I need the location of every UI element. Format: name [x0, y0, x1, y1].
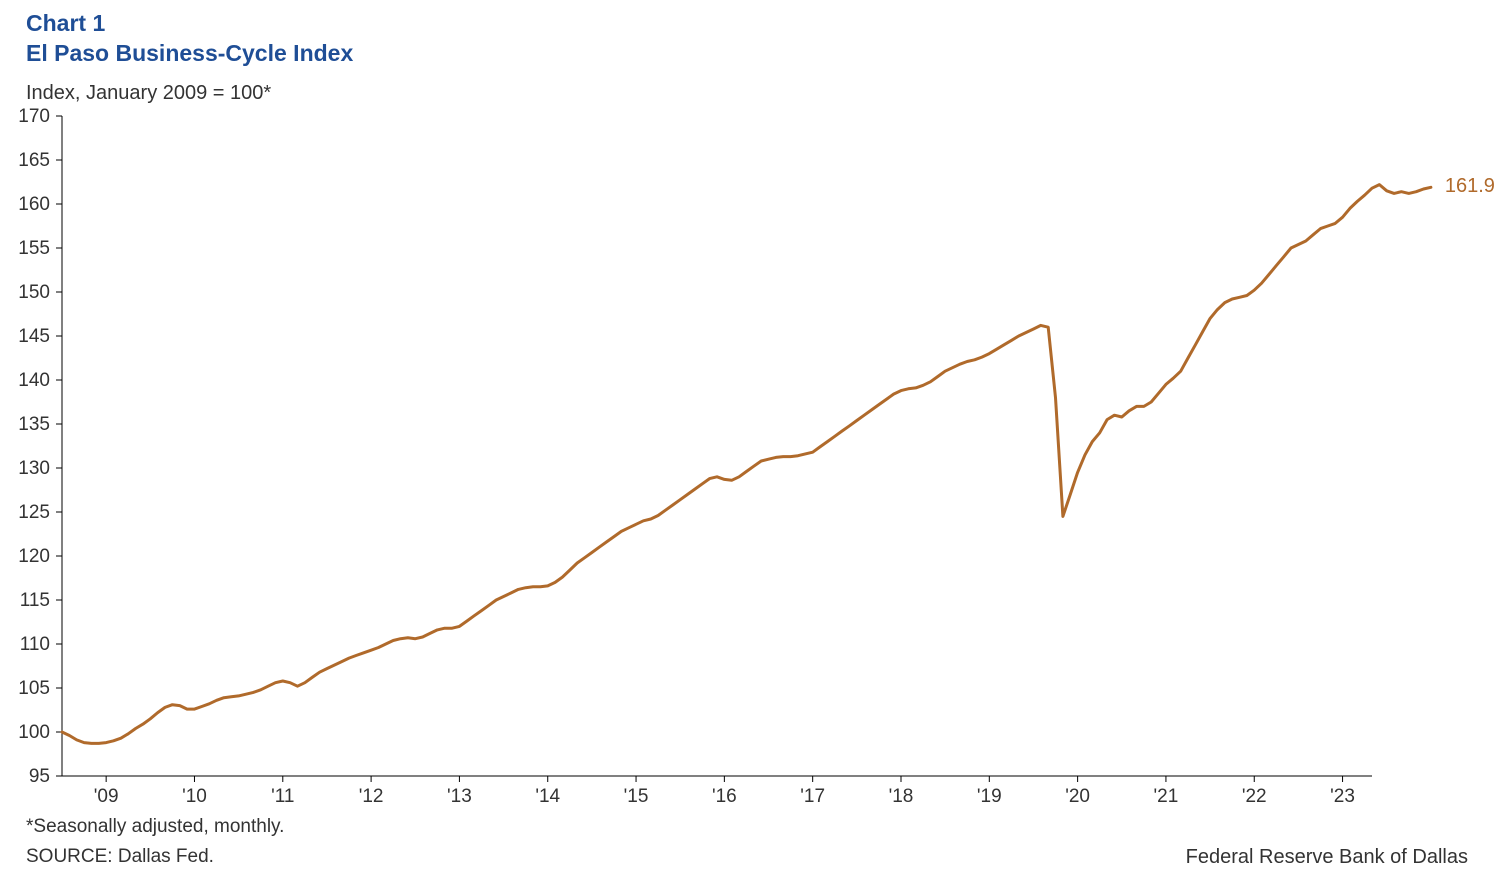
svg-text:100: 100: [18, 722, 50, 743]
svg-text:155: 155: [18, 238, 50, 259]
svg-text:'09: '09: [94, 786, 119, 807]
svg-text:'13: '13: [447, 786, 472, 807]
svg-text:110: 110: [20, 634, 50, 655]
svg-text:'16: '16: [712, 786, 737, 807]
svg-text:'17: '17: [800, 786, 825, 807]
svg-text:145: 145: [18, 326, 50, 347]
svg-text:135: 135: [18, 414, 50, 435]
svg-text:160: 160: [18, 194, 50, 215]
svg-text:165: 165: [18, 150, 50, 171]
attribution: Federal Reserve Bank of Dallas: [1186, 846, 1468, 869]
svg-text:130: 130: [18, 458, 50, 479]
svg-text:'20: '20: [1065, 786, 1090, 807]
svg-text:'23: '23: [1330, 786, 1355, 807]
svg-text:'15: '15: [624, 786, 649, 807]
x-axis-ticks: '09 '10 '11 '12 '13 '14 '15 '16 '17 '18 '19 '20 '21 '…: [94, 776, 1355, 807]
end-value-label: 161.9: [1445, 175, 1494, 198]
svg-text:140: 140: [18, 370, 50, 391]
svg-text:115: 115: [20, 590, 50, 611]
chart-container: Chart 1 El Paso Business-Cycle Index Ind…: [0, 0, 1494, 882]
y-axis-ticks: 95 100 105 110 115 120 125 130 135 140 145 150 155 16…: [18, 106, 62, 787]
svg-text:'14: '14: [535, 786, 560, 807]
chart-svg: 95 100 105 110 115 120 125 130 135 140 145 150 155 16…: [0, 0, 1494, 882]
svg-text:170: 170: [18, 106, 50, 127]
footnote: *Seasonally adjusted, monthly.: [26, 816, 284, 838]
svg-text:'21: '21: [1154, 786, 1179, 807]
svg-text:95: 95: [29, 766, 50, 787]
svg-text:120: 120: [18, 546, 50, 567]
svg-text:'10: '10: [182, 786, 207, 807]
data-line: [62, 185, 1431, 744]
svg-text:'18: '18: [889, 786, 914, 807]
source-line: SOURCE: Dallas Fed.: [26, 846, 214, 868]
svg-text:'19: '19: [977, 786, 1002, 807]
svg-text:150: 150: [18, 282, 50, 303]
svg-text:105: 105: [18, 678, 50, 699]
svg-text:125: 125: [18, 502, 50, 523]
svg-text:'12: '12: [359, 786, 384, 807]
svg-text:'22: '22: [1242, 786, 1267, 807]
svg-text:'11: '11: [271, 786, 294, 807]
axes: [62, 116, 1372, 776]
